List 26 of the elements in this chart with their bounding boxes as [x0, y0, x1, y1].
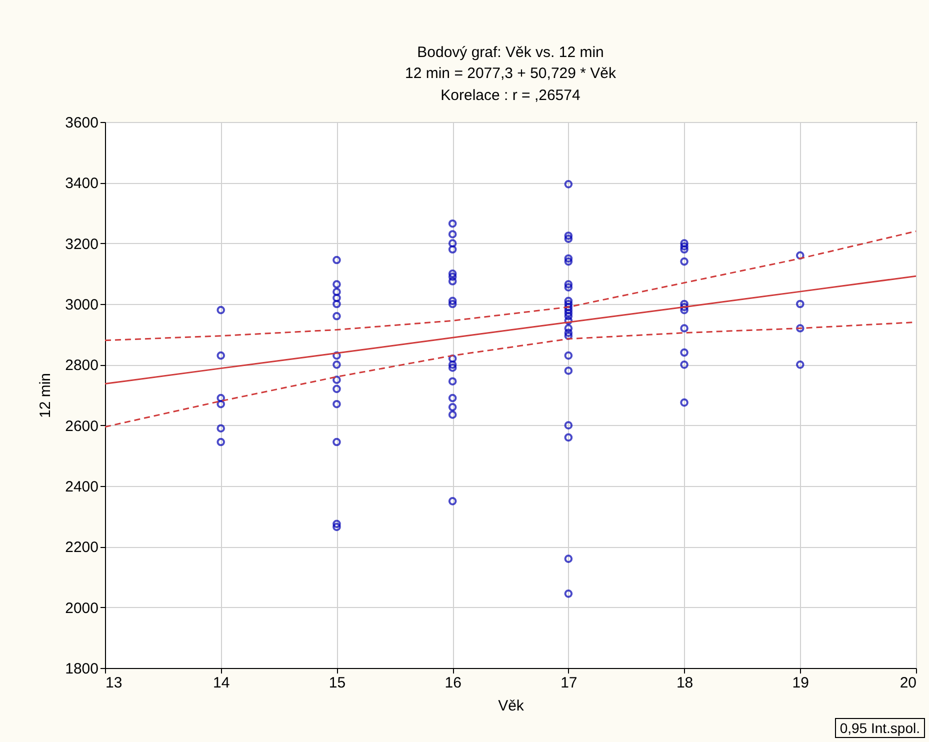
x-tick-label: 14 — [213, 674, 230, 692]
y-tick-label: 2800 — [65, 357, 98, 374]
y-tick-label: 3000 — [65, 296, 98, 314]
y-tick-label: 1800 — [65, 660, 98, 678]
x-tick-label: 13 — [106, 674, 122, 692]
x-tick-label: 15 — [328, 674, 346, 692]
y-tick-label: 3200 — [65, 236, 98, 253]
y-tick-label: 2600 — [65, 418, 98, 435]
chart-subtitle: 12 min = 2077,3 + 50,729 * Věk — [405, 65, 616, 82]
y-tick-label: 3400 — [65, 175, 98, 192]
x-tick-label: 19 — [792, 674, 809, 692]
line-series — [105, 275, 916, 385]
x-tick-label: 17 — [560, 674, 578, 692]
y-tick-label: 2200 — [65, 539, 98, 556]
y-tick-label: 2000 — [65, 600, 98, 617]
x-tick-label: 20 — [900, 674, 916, 692]
text: 0,95 Int.spol. — [834, 718, 925, 738]
y-tick-label: 3600 — [65, 114, 98, 132]
text: Korelace : r = ,26574 — [440, 87, 580, 104]
x-axis-title: Věk — [498, 698, 524, 714]
line-series — [105, 230, 916, 342]
y-axis-title: 12 min — [37, 372, 54, 418]
x-tick-label: 16 — [444, 674, 462, 692]
y-tick-label: 2400 — [65, 478, 98, 496]
x-tick-label: 18 — [676, 674, 694, 692]
chart-title: Bodový graf: Věk vs. 12 min — [417, 44, 604, 61]
